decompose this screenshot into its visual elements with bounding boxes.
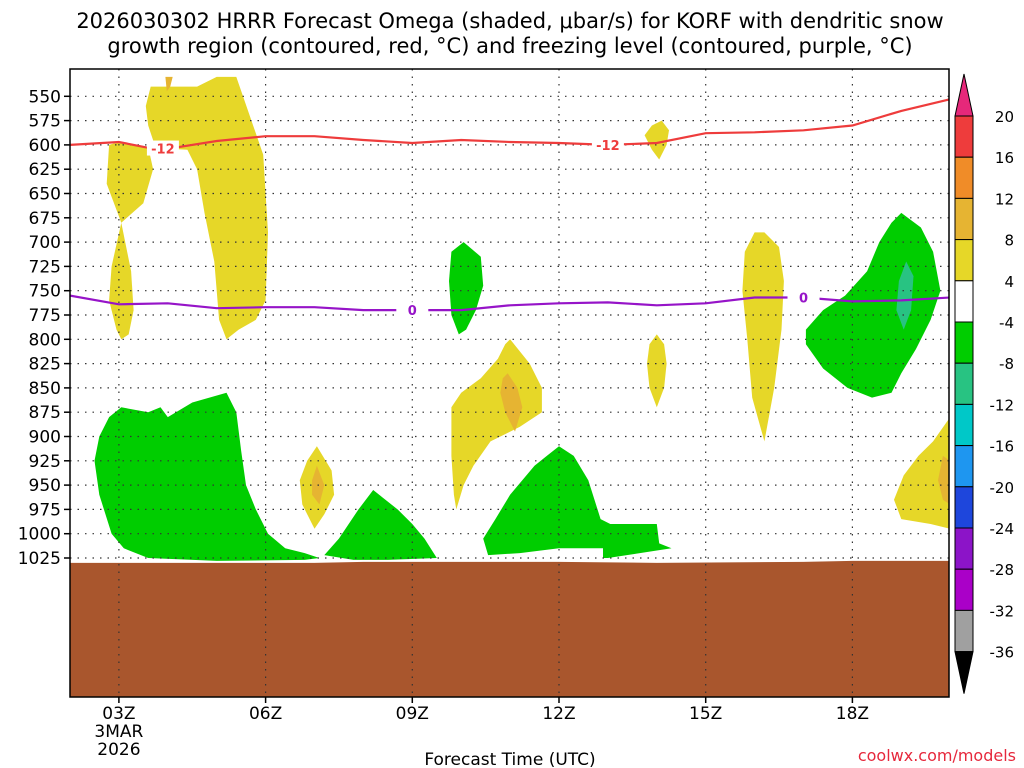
omega-region-14 xyxy=(324,490,437,560)
y-tick-label: 1025 xyxy=(18,549,61,569)
omega-region-0 xyxy=(106,142,154,223)
contour-label-bg xyxy=(591,136,624,152)
colorbar-label: -20 xyxy=(990,479,1015,497)
colorbar-label: 4 xyxy=(1004,273,1014,291)
omega-region-6 xyxy=(742,232,784,442)
omega-colorbar: 20 16 12 8 4 -4 -8 -12 -16 -20 -24 -28 -32 -36 xyxy=(954,73,1015,694)
y-tick-label: 900 xyxy=(29,428,61,448)
y-tick-label: 725 xyxy=(29,257,61,277)
contour-label-bg xyxy=(146,140,179,156)
colorbar-top-arrow xyxy=(954,73,974,117)
colorbar-label: -16 xyxy=(990,438,1015,456)
colorbar-bottom-arrow xyxy=(954,651,974,694)
colorbar-swatch xyxy=(954,609,974,653)
omega-region-12 xyxy=(938,455,949,504)
colorbar-swatch xyxy=(954,115,974,158)
omega-region-17 xyxy=(805,212,941,398)
omega-region-1 xyxy=(145,76,268,340)
y-tick-label: 775 xyxy=(29,306,61,326)
omega-region-16 xyxy=(483,446,672,558)
colorbar-swatch xyxy=(954,239,974,282)
y-tick-label: 825 xyxy=(29,355,61,375)
x-tick-label: 18Z xyxy=(836,704,869,724)
colorbar-swatch xyxy=(954,403,974,447)
omega-region-5 xyxy=(647,334,667,408)
chart-title-line2: growth region (contoured, red, °C) and f… xyxy=(107,34,912,58)
y-tick-label: 1000 xyxy=(18,525,61,545)
y-tick-label: 975 xyxy=(29,500,61,520)
contour-label-bg xyxy=(396,302,429,318)
colorbar-label: 12 xyxy=(995,190,1014,208)
y-tick-label: 625 xyxy=(29,160,61,180)
colorbar-label: -24 xyxy=(990,520,1015,538)
y-tick-label: 600 xyxy=(29,136,61,156)
colorbar-label: -8 xyxy=(999,355,1014,373)
x-tick-label: 12Z xyxy=(542,704,575,724)
x-axis-title: Forecast Time (UTC) xyxy=(424,750,595,768)
colorbar-label: -28 xyxy=(990,561,1015,579)
x-tick-label: 09Z xyxy=(396,704,429,724)
omega-shading-layer xyxy=(70,76,949,697)
colorbar-swatch xyxy=(954,280,974,323)
contour-labels-layer: -12 -12 0 0 xyxy=(146,136,820,319)
colorbar-label: -36 xyxy=(990,644,1015,662)
contour-label: -12 xyxy=(596,139,620,154)
watermark-link[interactable]: coolwx.com/models xyxy=(858,746,1016,765)
chart-title-line1: 2026030302 HRRR Forecast Omega (shaded, … xyxy=(76,9,943,33)
contour-label: 0 xyxy=(799,292,808,307)
omega-region-3 xyxy=(109,222,134,340)
omega-region-15 xyxy=(449,242,484,335)
omega-region-18 xyxy=(896,261,914,330)
colorbar-label: 16 xyxy=(995,149,1014,167)
colorbar-swatch xyxy=(954,568,974,611)
omega-region-2 xyxy=(165,76,173,92)
y-tick-label: 700 xyxy=(29,233,61,253)
x-tick-label: 15Z xyxy=(689,704,722,724)
y-tick-label: 575 xyxy=(29,112,61,132)
omega-region-13 xyxy=(94,392,320,561)
colorbar-label: -32 xyxy=(990,602,1015,620)
y-tick-label: 800 xyxy=(29,330,61,350)
y-tick-label: 550 xyxy=(29,87,61,107)
y-axis-pressure-ticks: 550 575 600 625 650 675 700 725 750 775 800 825 850 8… xyxy=(18,87,70,569)
x-tick-label: 06Z xyxy=(249,704,282,724)
colorbar-label: -4 xyxy=(999,314,1014,332)
colorbar-label: 8 xyxy=(1004,232,1014,250)
y-tick-label: 675 xyxy=(29,209,61,229)
colorbar-swatch xyxy=(954,527,974,570)
omega-region-7 xyxy=(451,339,542,510)
plot-frame xyxy=(69,68,950,698)
y-tick-label: 875 xyxy=(29,403,61,423)
contour-label: -12 xyxy=(151,143,175,158)
surface-terrain xyxy=(70,560,949,697)
colorbar-swatch xyxy=(954,362,974,405)
omega-region-11 xyxy=(894,418,949,529)
colorbar-swatch xyxy=(954,321,974,364)
colorbar-label: -12 xyxy=(990,396,1015,414)
colorbar-swatch xyxy=(954,197,974,241)
contour-label-bg xyxy=(787,289,820,305)
y-tick-label: 650 xyxy=(29,185,61,205)
y-tick-label: 925 xyxy=(29,452,61,472)
y-tick-label: 750 xyxy=(29,282,61,302)
omega-region-4 xyxy=(644,120,669,160)
y-tick-label: 850 xyxy=(29,379,61,399)
y-tick-label: 950 xyxy=(29,476,61,496)
x-tick-sublabel: 3MAR xyxy=(94,722,143,742)
contour-label: 0 xyxy=(408,304,417,319)
x-tick-sublabel: 2026 xyxy=(97,740,140,760)
colorbar-swatch xyxy=(954,156,974,199)
x-tick-label: 03Z xyxy=(102,704,135,724)
colorbar-swatch xyxy=(954,486,974,529)
colorbar-swatch xyxy=(954,445,974,488)
colorbar-label: 20 xyxy=(995,108,1014,126)
